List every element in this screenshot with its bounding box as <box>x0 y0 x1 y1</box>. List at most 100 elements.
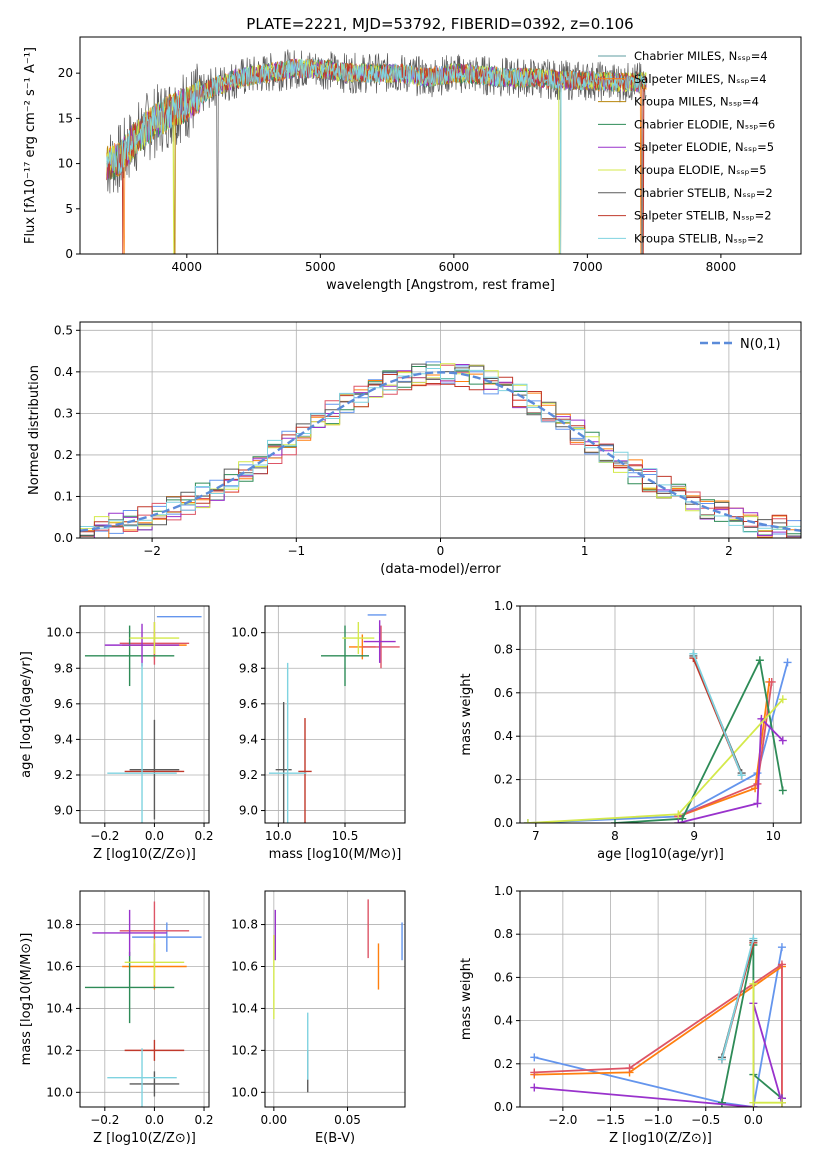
y-tick-label: 10.4 <box>231 1001 258 1015</box>
y-tick-label: 9.4 <box>54 732 73 746</box>
y-tick-label: 9.6 <box>239 697 258 711</box>
y-tick-label: 9.0 <box>239 804 258 818</box>
plot-mass-vs-Z: −0.2 0.0 0.2 10.0 10.2 10.4 10.6 10.8 Z [log10(Z… <box>19 890 214 1146</box>
weight-marker <box>777 943 786 952</box>
y-tick-label: 1.0 <box>494 884 513 898</box>
x-tick-label: 10.5 <box>332 829 359 843</box>
plot-age-vs-Z: −0.2 0.0 0.2 9.0 9.2 9.4 9.6 9.8 10.0 Z [log10(Z/… <box>19 605 214 862</box>
y-tick-label: 9.8 <box>239 661 258 675</box>
y-tick-label: 10 <box>58 157 73 171</box>
weight-marker <box>689 649 698 658</box>
y-tick-label: 15 <box>58 111 73 125</box>
x-tick-label: 7 <box>532 829 540 843</box>
y-tick-label: 9.0 <box>54 804 73 818</box>
weight-marker <box>674 819 683 823</box>
x-tick-label: −1.0 <box>644 1113 673 1127</box>
y-tick-label: 9.2 <box>54 768 73 782</box>
x-tick-label: 0.2 <box>194 829 213 843</box>
plot-area <box>523 649 792 823</box>
x-tick-label: −2.0 <box>548 1113 577 1127</box>
y-tick-label: 0.2 <box>54 448 73 462</box>
plot-mass-weight-vs-Z: −2.0 −1.5 −1.0 −0.5 0.0 0.0 0.2 0.4 0.6 0.8 1.0 Z [… <box>459 884 802 1146</box>
weight-marker <box>778 736 787 745</box>
y-tick-label: 1.0 <box>494 599 513 613</box>
x-tick-label: 8000 <box>706 260 737 274</box>
weight-line <box>527 698 784 823</box>
weight-marker <box>777 960 786 969</box>
plot-mass-vs-ebv: 0.00 0.05 10.0 10.2 10.4 10.6 10.8 E(B-V) <box>231 890 406 1146</box>
weight-marker <box>530 1068 539 1077</box>
y-tick-label: 0.0 <box>494 1100 513 1114</box>
plot-residuals: N(0,1) −2 −1 0 1 2 0.0 0.1 0.2 0.3 0.4 0.5 (data-mod… <box>27 321 802 577</box>
legend-label: Kroupa STELIB, Nₛₛₚ=2 <box>634 231 764 245</box>
axes-frame <box>519 605 802 824</box>
y-tick-label: 9.2 <box>239 768 258 782</box>
x-tick-label: 0.00 <box>260 1113 287 1127</box>
spectrum-line <box>106 58 647 254</box>
legend-label: Kroupa ELODIE, Nₛₛₚ=5 <box>634 163 767 177</box>
y-tick-label: 0.3 <box>54 406 73 420</box>
weight-marker <box>530 1083 539 1092</box>
weight-marker <box>674 810 683 819</box>
weight-marker <box>717 1098 726 1107</box>
x-tick-label: 0.2 <box>194 1113 213 1127</box>
axes-frame <box>264 605 406 824</box>
page-title: PLATE=2221, MJD=53792, FIBERID=0392, z=0… <box>246 15 633 33</box>
plot-area <box>84 901 202 1107</box>
x-tick-label: 10.0 <box>265 829 292 843</box>
y-axis-label: mass [log10(M/M⊙)] <box>19 933 34 1066</box>
plot-area <box>80 361 801 538</box>
x-tick-label: −2 <box>143 544 161 558</box>
weight-marker <box>778 695 787 704</box>
weight-marker <box>767 677 776 686</box>
y-axis-label: mass weight <box>459 958 474 1040</box>
x-tick-label: 0 <box>437 544 445 558</box>
plot-mass-weight-vs-age: 7 8 9 10 0.0 0.2 0.4 0.6 0.8 1.0 age [log10(age/yr… <box>459 599 802 862</box>
weight-marker <box>753 799 762 808</box>
axes-frame <box>79 605 210 824</box>
y-tick-label: 0.8 <box>494 927 513 941</box>
weight-line <box>721 938 755 1060</box>
histogram-step <box>80 374 801 538</box>
x-axis-label: Z [log10(Z/Z⊙)] <box>609 1131 712 1146</box>
x-axis-label: Z [log10(Z/Z⊙)] <box>93 1131 196 1146</box>
weight-marker <box>737 771 746 780</box>
x-tick-label: −1 <box>287 544 305 558</box>
axes-frame <box>519 890 802 1108</box>
x-axis-label: age [log10(age/yr)] <box>597 847 724 862</box>
x-axis-label: (data-model)/error <box>380 562 501 577</box>
weight-marker <box>749 1098 758 1107</box>
y-tick-label: 10.8 <box>46 918 73 932</box>
weight-marker <box>749 934 758 943</box>
y-tick-label: 0.4 <box>494 1014 513 1028</box>
x-tick-label: 6000 <box>439 260 470 274</box>
y-tick-label: 10.4 <box>46 1001 73 1015</box>
legend-label: Salpeter ELODIE, Nₛₛₚ=5 <box>634 140 774 154</box>
weight-line <box>677 681 771 818</box>
y-tick-label: 10.0 <box>46 1085 73 1099</box>
axes-frame <box>79 890 210 1108</box>
x-tick-label: 1 <box>581 544 589 558</box>
y-tick-label: 0.1 <box>54 489 73 503</box>
y-axis-label: age [log10(age/yr)] <box>19 651 34 778</box>
weight-marker <box>777 1098 786 1107</box>
y-tick-label: 0.2 <box>494 1057 513 1071</box>
y-tick-label: 10.0 <box>231 1085 258 1099</box>
x-axis-label: wavelength [Angstrom, rest frame] <box>326 278 555 293</box>
y-tick-label: 0.8 <box>494 642 513 656</box>
y-axis-label: mass weight <box>459 673 474 755</box>
plot-area <box>269 614 400 823</box>
y-tick-label: 0.2 <box>494 773 513 787</box>
x-axis-label: Z [log10(Z/Z⊙)] <box>93 847 196 862</box>
legend-label: Salpeter MILES, Nₛₛₚ=4 <box>634 72 767 86</box>
y-axis-label: Normed distribution <box>27 365 42 495</box>
weight-marker <box>778 786 787 795</box>
legend-label: Salpeter STELIB, Nₛₛₚ=2 <box>634 209 772 223</box>
weight-marker <box>610 819 619 823</box>
legend-label: Chabrier ELODIE, Nₛₛₚ=6 <box>634 117 775 131</box>
x-axis-label: E(B-V) <box>315 1131 355 1146</box>
y-tick-label: 0.4 <box>54 365 73 379</box>
plot-area <box>273 899 403 1093</box>
x-tick-label: −0.5 <box>691 1113 720 1127</box>
plot-spectrum: Chabrier MILES, Nₛₛₚ=4 Salpeter MILES, Nₛ… <box>23 36 802 293</box>
